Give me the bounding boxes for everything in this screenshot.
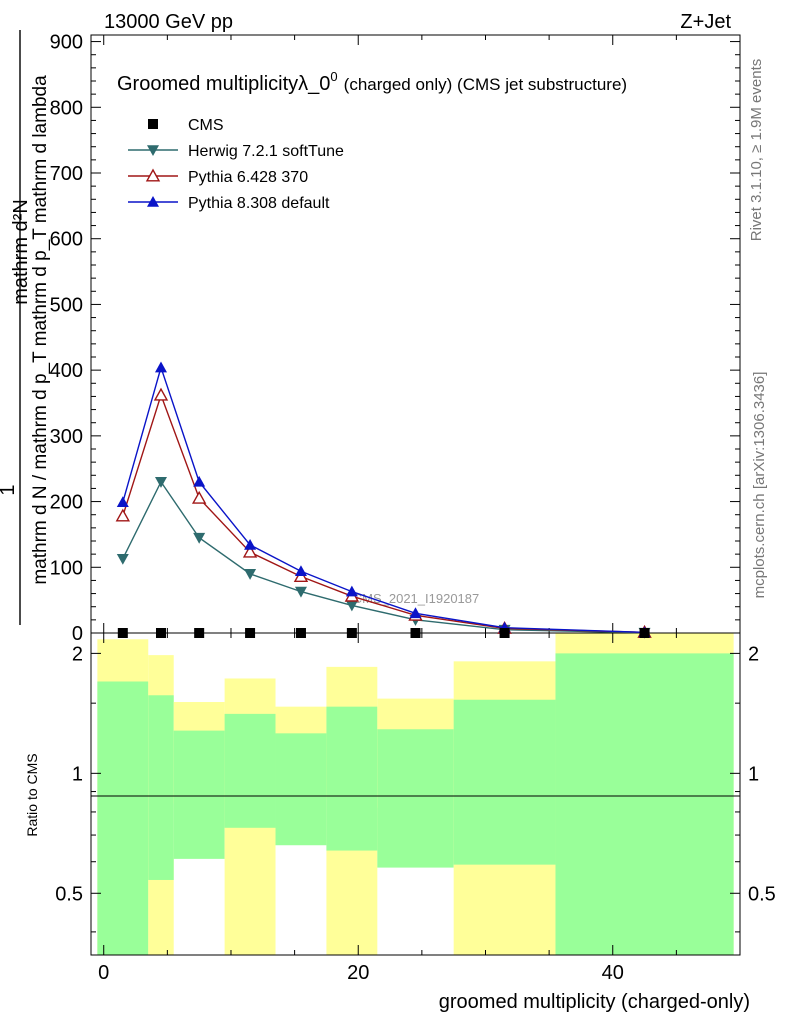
series-point <box>409 607 422 619</box>
y-tick-label: 800 <box>50 97 83 119</box>
series-point <box>191 490 207 504</box>
ratio-tick-label-left: 0.5 <box>55 883 83 905</box>
ratio-band-green <box>97 681 149 955</box>
ratio-tick-label-left: 2 <box>72 643 83 665</box>
y-tick-label: 900 <box>50 32 83 54</box>
cms-point <box>194 628 205 638</box>
series-point <box>193 532 206 544</box>
y-tick-label: 700 <box>50 163 83 185</box>
cms-point <box>155 628 166 638</box>
ratio-band-green <box>224 713 276 828</box>
legend-marker <box>145 168 161 182</box>
y-tick-label: 400 <box>50 360 83 382</box>
plot-title-main: Groomed multiplicityλ_0 <box>117 73 330 95</box>
x-axis-label: groomed multiplicity (charged-only) <box>439 991 750 1013</box>
ratio-band-green <box>173 730 225 859</box>
legend-marker <box>147 145 159 156</box>
rivet-version-label: Rivet 3.1.10, ≥ 1.9M events <box>748 59 765 242</box>
x-tick-label: 20 <box>347 962 369 984</box>
ratio-band-green <box>377 729 454 868</box>
cms-point <box>499 628 510 638</box>
series-point <box>345 585 358 597</box>
process-label: Z+Jet <box>680 11 731 33</box>
ratio-band-green <box>148 695 174 880</box>
series-point <box>244 569 257 580</box>
series-point <box>153 387 169 401</box>
ratio-band-green <box>453 699 556 865</box>
series-point <box>244 538 257 550</box>
mcplots-label: mcplots.cern.ch [arXiv:1306.3436] <box>751 372 768 599</box>
series-point <box>154 477 167 488</box>
y-tick-label: 600 <box>50 229 83 251</box>
series-point <box>116 553 129 565</box>
plot-title: Groomed multiplicityλ_00 (charged only) (… <box>117 69 627 95</box>
legend-marker-cms <box>148 119 158 129</box>
ratio-y-label: Ratio to CMS <box>24 753 40 836</box>
y-tick-label: 0 <box>72 623 83 645</box>
series-point <box>115 508 131 522</box>
legend-label: Herwig 7.2.1 softTune <box>188 143 344 160</box>
series-point <box>294 565 307 577</box>
cms-point <box>117 628 128 638</box>
energy-label: 13000 GeV pp <box>104 11 233 33</box>
y-tick-label: 500 <box>50 294 83 316</box>
cms-point <box>295 628 306 638</box>
series-point <box>193 475 206 487</box>
series-point <box>116 496 129 508</box>
legend-label-cms: CMS <box>188 117 224 134</box>
series-line <box>122 480 645 634</box>
legend-label: Pythia 8.308 default <box>188 195 330 212</box>
series-point <box>294 586 307 598</box>
x-tick-label: 0 <box>98 962 109 984</box>
ratio-tick-label-right: 0.5 <box>748 883 776 905</box>
cms-point <box>410 628 421 638</box>
legend-marker <box>147 196 159 207</box>
y-axis-label: mathrm d²N mathrm d N / mathrm d p_T mat… <box>0 30 51 625</box>
ratio-bands <box>97 633 734 955</box>
y-tick-label: 300 <box>50 426 83 448</box>
series-point <box>154 361 167 373</box>
y-label-numerator: mathrm d²N <box>10 199 32 305</box>
plot-title-tail: (charged only) (CMS jet substructure) <box>344 75 627 94</box>
ratio-tick-label-right: 2 <box>748 643 759 665</box>
ratio-band-green <box>326 706 378 851</box>
series-point <box>242 544 258 558</box>
y-label-denominator: mathrm d N / mathrm d p_T mathrm d p_T m… <box>30 75 51 585</box>
series-group <box>115 361 652 639</box>
y-tick-label: 200 <box>50 492 83 514</box>
cms-point <box>639 628 650 638</box>
ratio-band-green <box>275 733 327 846</box>
legend: CMS Herwig 7.2.1 softTune Pythia 6.428 370… <box>128 117 344 212</box>
cms-point <box>346 628 357 638</box>
series-point <box>345 600 358 612</box>
plot-title-superscript: 0 <box>330 69 337 84</box>
y-tick-label: 100 <box>50 557 83 579</box>
ratio-tick-label-right: 1 <box>748 763 759 785</box>
legend-label: Pythia 6.428 370 <box>188 169 308 186</box>
y-label-one: 1 <box>0 484 19 495</box>
ratio-tick-label-left: 1 <box>72 763 83 785</box>
x-tick-label: 40 <box>602 962 624 984</box>
ratio-band-green <box>555 653 734 955</box>
cms-point <box>245 628 256 638</box>
cms-data-points <box>117 628 650 638</box>
